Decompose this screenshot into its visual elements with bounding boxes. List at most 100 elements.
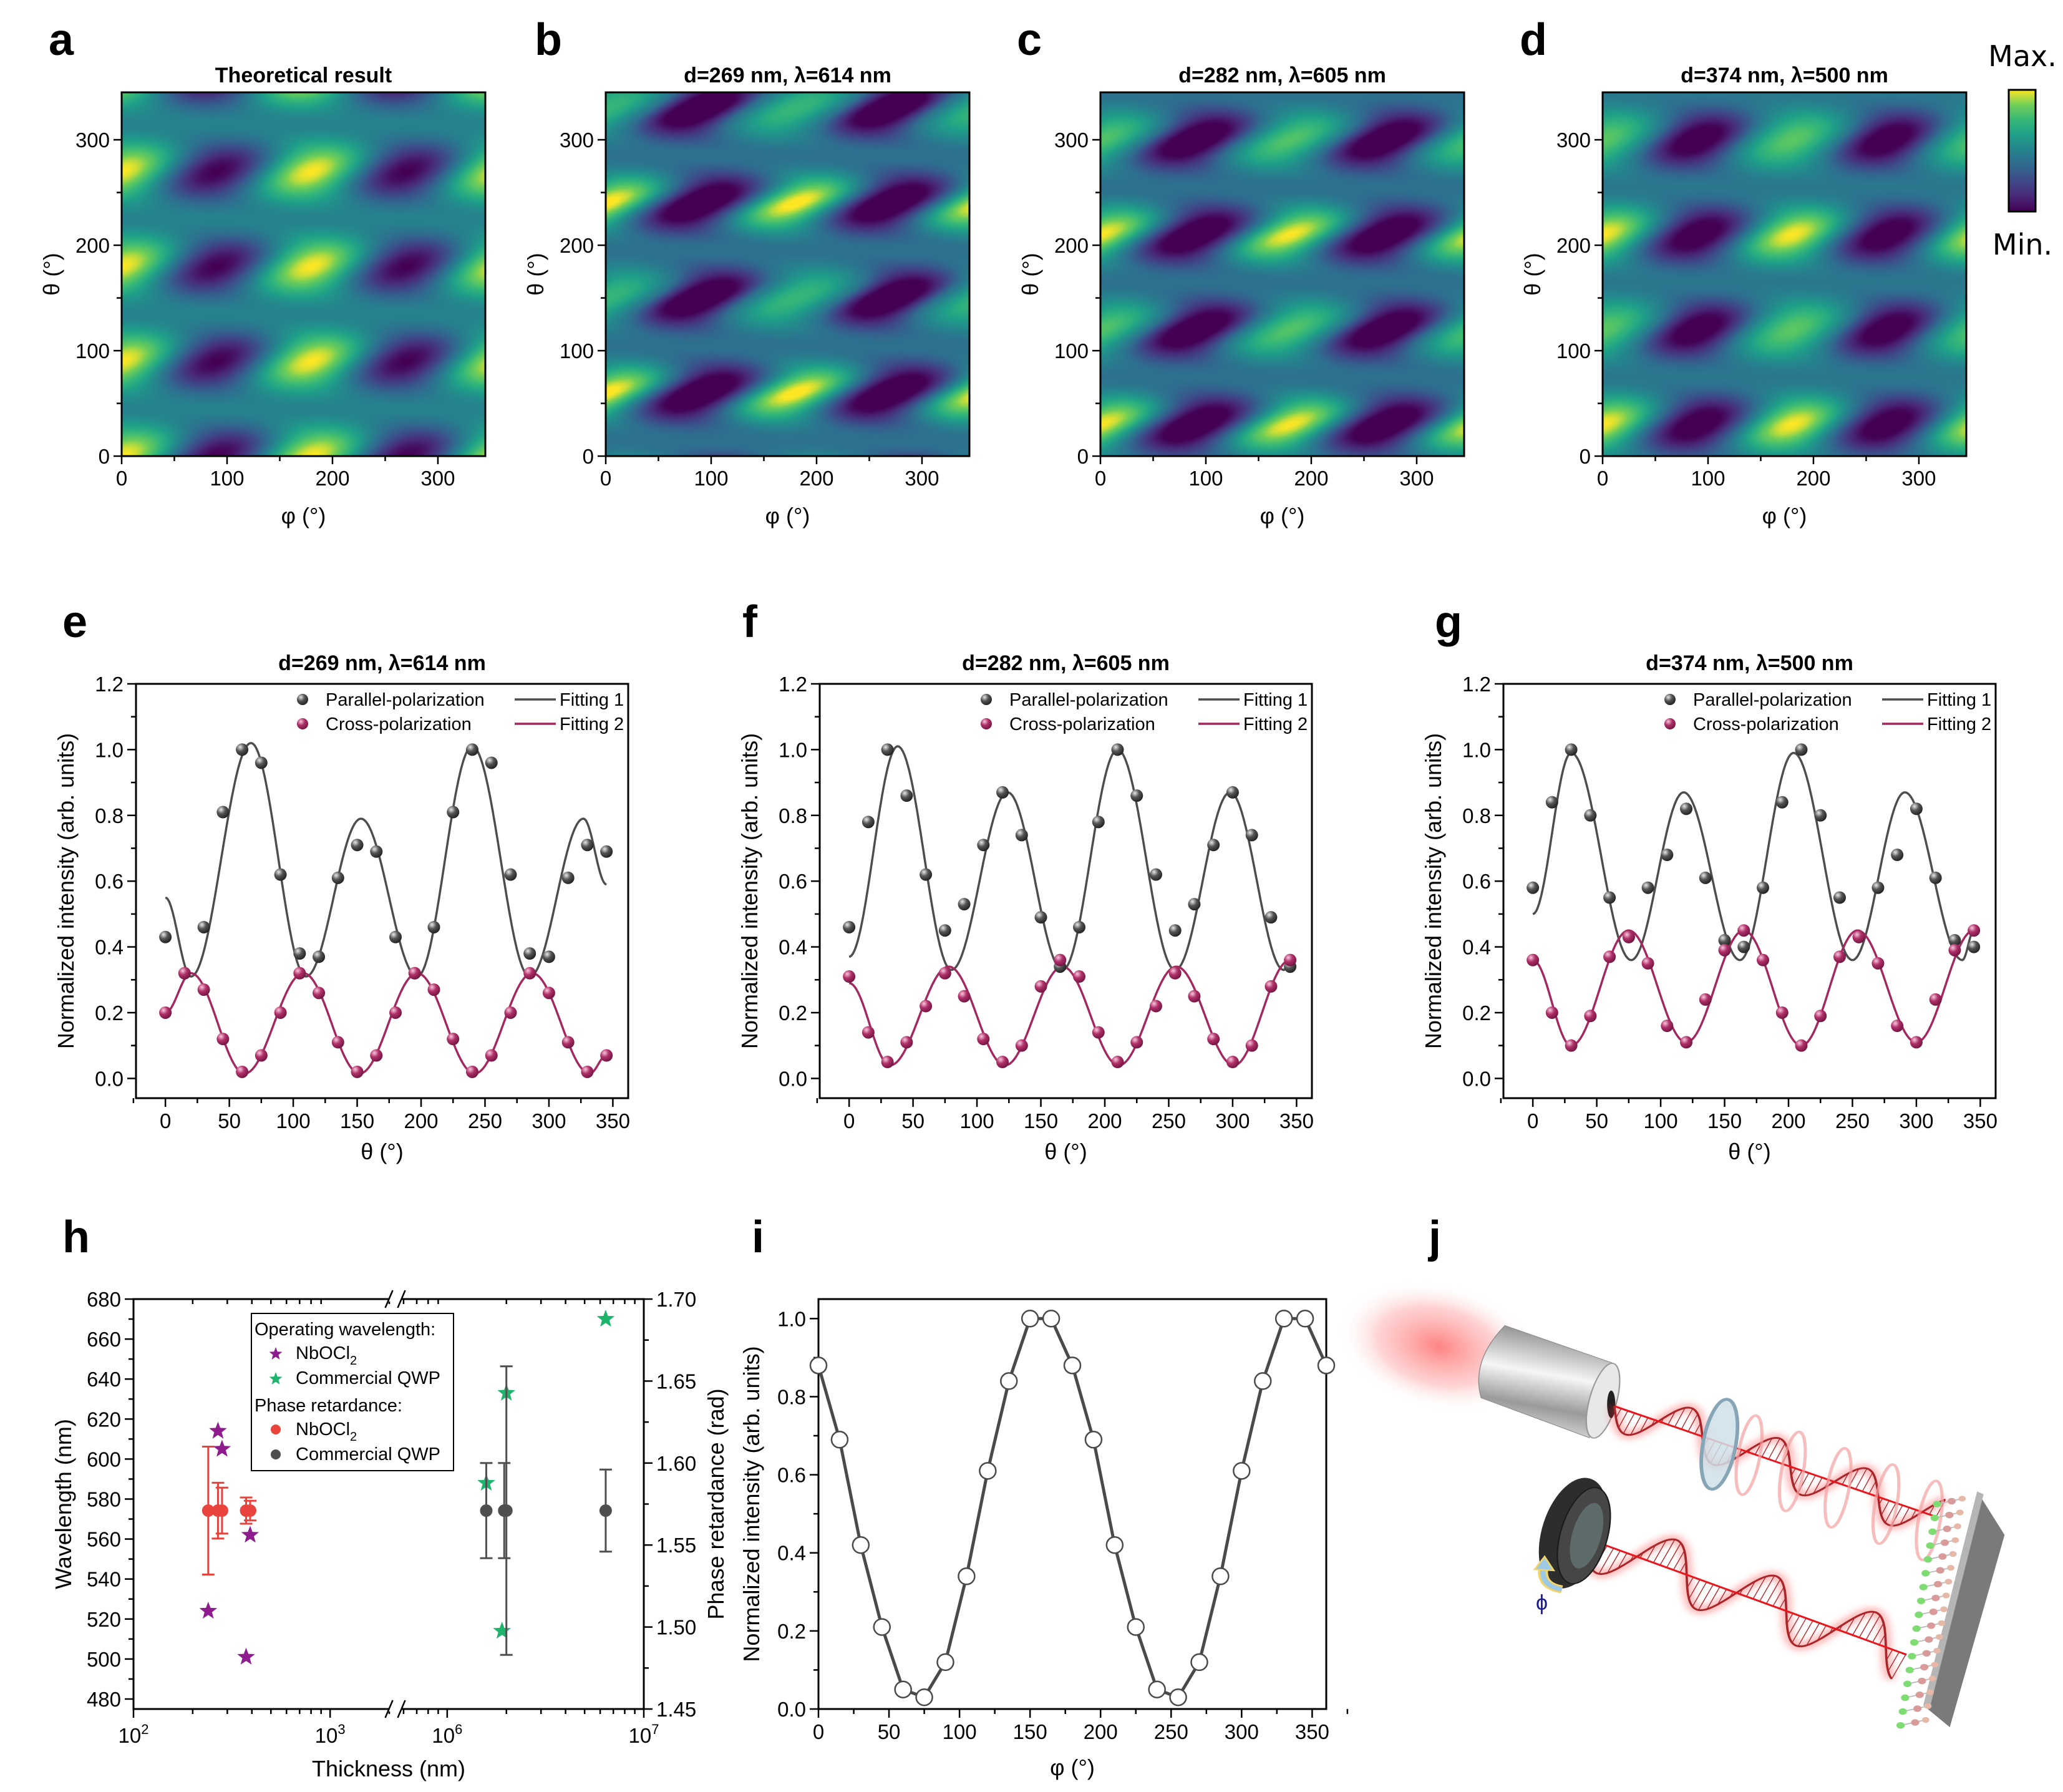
x-tick-exponent: 3 [337,1721,345,1737]
rotation-angle-label: ϕ [1536,1591,1548,1615]
cross-data-point [1545,1006,1558,1019]
x-tick-base: 10 [432,1724,455,1747]
x-axis-label: θ (°) [361,1139,403,1164]
lattice-atom-nb [1913,1705,1922,1712]
cross-data-point [447,1033,460,1046]
parallel-data-point [1015,829,1028,842]
data-point [1127,1618,1145,1636]
parallel-data-point [1149,868,1162,881]
parallel-data-point [1737,940,1750,953]
y-axis-label: θ (°) [1520,253,1545,295]
x-tick-base: 10 [119,1724,142,1747]
y-tick-label: 0.2 [777,1620,806,1643]
reflected-beam-axis [1586,1537,1907,1656]
x-tick-label: 0 [843,1109,855,1132]
cross-data-point [1603,950,1616,963]
cross-data-point [977,1033,990,1046]
data-point [1317,1356,1336,1375]
y-tick-label: 0.0 [777,1698,806,1721]
lattice-atom-nb [1925,1636,1933,1643]
y-tick-label: 200 [560,234,594,257]
data-point [979,1462,997,1480]
y-tick-label: 0.0 [95,1067,124,1090]
parallel-data-point [1699,871,1712,884]
cross-data-point [843,970,856,983]
lattice-atom-o [1942,1592,1950,1599]
x-tick-label: 0 [160,1109,171,1132]
y-tick-label: 0.8 [779,804,807,827]
y-tick-label: 100 [1556,339,1591,363]
substrate-edge [1923,1491,1984,1708]
wavelength-star-point [237,1647,255,1665]
x-tick-label: 350 [1295,1720,1329,1743]
cross-data-point [938,967,951,980]
parallel-data-point [843,920,856,933]
x-tick-label: 0 [116,467,127,490]
x-tick-label: 100 [276,1109,311,1132]
legend-marker-circle [271,1449,281,1459]
data-point [1254,1372,1272,1390]
laser-aperture [1585,1363,1621,1439]
y-tick-label: 200 [1054,234,1089,257]
cross-data-point [1661,1020,1674,1033]
x-tick-label: 300 [1901,467,1936,490]
legend-label-subscript: 2 [350,1354,357,1368]
lattice-atom-o [1926,1689,1934,1695]
x-tick-label: 50 [1585,1109,1608,1132]
parallel-data-point [1814,809,1827,822]
lattice-atom-o [1921,1717,1930,1723]
axis-break-mark [397,1700,406,1718]
x-tick-base: 10 [629,1724,652,1747]
y-axis-label: Normalized intensity (arb. units) [737,733,762,1049]
x-tick-label: 100 [1691,467,1725,490]
y-tick-label: 0 [583,445,594,468]
y-tick-label: 200 [75,234,110,257]
x-tick-label: 200 [1087,1109,1122,1132]
x-tick-label: 350 [1279,1109,1314,1132]
y-tick-label: 0.8 [1462,804,1491,827]
polarization-ghost-loop [1871,1463,1901,1545]
chart-title: d=282 nm, λ=605 nm [962,651,1170,675]
y-tick-label: 0 [1077,445,1089,468]
cross-data-point [1891,1020,1904,1033]
parallel-data-point [1584,809,1597,822]
plot-frame [818,683,1313,1099]
heatmap-image-a [122,92,485,456]
parallel-data-point [236,743,249,756]
y-right-tick-label: 1.70 [656,1288,696,1311]
parallel-data-point [938,924,951,937]
lattice-atom-cl [1898,1708,1907,1715]
parallel-data-point [1871,881,1885,894]
cross-data-point [1226,1056,1239,1069]
legend-label: Fitting 1 [560,690,624,710]
x-tick-label: 102 [119,1721,149,1747]
data-point [873,1618,891,1636]
cross-data-point [581,1065,594,1078]
panel-label-g: g [1435,597,1462,647]
data-point [852,1536,870,1554]
lattice-atom-o [1931,1662,1939,1668]
x-tick-label: 50 [901,1109,925,1132]
cross-data-point [920,1000,933,1013]
cross-data-point [427,983,440,996]
legend-label: Fitting 1 [1243,690,1308,710]
y-tick-label: 0.2 [95,1001,124,1025]
wavelength-star-point [241,1526,260,1543]
y-axis-label: θ (°) [523,253,548,295]
parallel-data-point [1661,849,1674,862]
lattice-atom-nb [1933,1580,1943,1588]
lattice-atom-nb [1938,1553,1947,1560]
y-tick-label: 0.4 [95,936,124,959]
data-point [1148,1680,1166,1698]
parallel-data-point [1565,743,1578,756]
cross-data-point [958,990,971,1003]
y-tick-label: 200 [1556,234,1591,257]
cross-data-point [1680,1036,1693,1049]
data-point [1042,1310,1061,1328]
x-tick-label: 150 [1024,1109,1058,1132]
lattice-atom-o [1958,1496,1966,1502]
lattice-atom-nb [1947,1497,1956,1505]
axis-break-mark [384,1290,394,1308]
wavelength-star-point [596,1310,615,1327]
